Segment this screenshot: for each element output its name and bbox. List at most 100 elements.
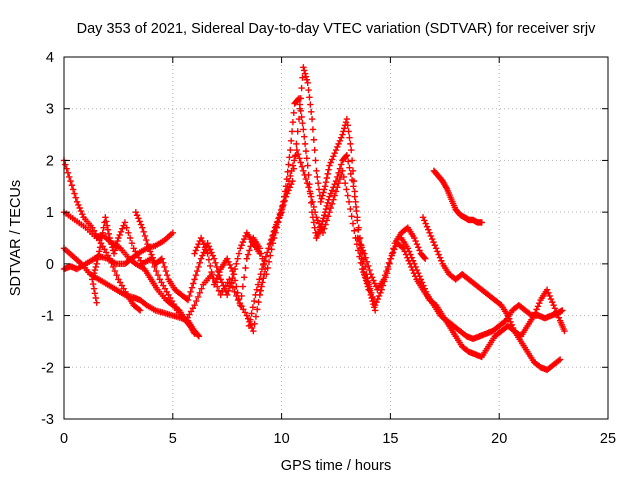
data-point-marker xyxy=(411,260,418,268)
data-point-marker xyxy=(264,249,271,256)
data-point-marker xyxy=(272,223,280,230)
data-point-marker xyxy=(361,250,368,257)
data-point-marker xyxy=(229,267,236,275)
data-point-marker xyxy=(204,250,211,257)
data-point-marker xyxy=(160,259,167,267)
data-point-marker xyxy=(288,167,295,174)
data-point-marker xyxy=(268,235,276,243)
data-point-marker xyxy=(209,252,217,259)
data-point-marker xyxy=(349,220,357,227)
data-point-marker xyxy=(238,242,245,249)
marks-layer xyxy=(60,64,568,374)
data-point-marker xyxy=(110,250,118,257)
data-point-marker xyxy=(304,79,311,87)
data-point-marker xyxy=(283,188,290,195)
grid-layer xyxy=(64,57,608,419)
data-point-marker xyxy=(92,263,99,271)
series-track-3 xyxy=(60,245,203,340)
data-point-marker xyxy=(360,268,367,276)
data-point-marker xyxy=(307,101,314,108)
data-point-marker xyxy=(339,167,346,174)
ticks-layer: 0 5 10 15 20 25 -3 -2 -1 0 1 2 3 4 xyxy=(41,50,616,447)
data-point-marker xyxy=(240,274,248,281)
data-point-marker xyxy=(243,312,250,319)
data-point-marker xyxy=(275,215,282,222)
data-point-marker xyxy=(422,288,430,295)
data-point-marker xyxy=(293,140,300,148)
data-point-marker xyxy=(92,294,99,302)
data-point-marker xyxy=(195,263,202,271)
x-tick-label: 20 xyxy=(491,431,507,447)
data-point-marker xyxy=(358,265,366,273)
data-point-marker xyxy=(136,307,144,314)
data-point-marker xyxy=(305,86,312,94)
data-point-marker xyxy=(309,198,316,205)
data-point-marker xyxy=(321,186,328,193)
data-point-marker xyxy=(103,218,110,225)
data-point-marker xyxy=(508,321,516,329)
data-point-marker xyxy=(280,198,287,205)
data-point-marker xyxy=(371,280,378,287)
data-point-marker xyxy=(355,237,363,245)
data-point-marker xyxy=(301,133,308,140)
data-point-marker xyxy=(193,244,201,251)
data-point-marker xyxy=(362,254,369,261)
data-point-marker xyxy=(366,266,373,274)
data-point-marker xyxy=(205,256,213,263)
data-point-marker xyxy=(356,253,363,260)
data-point-marker xyxy=(391,246,398,253)
data-point-marker xyxy=(304,162,311,169)
data-point-marker xyxy=(310,219,318,226)
data-point-marker xyxy=(205,243,213,250)
data-point-marker xyxy=(294,151,302,158)
data-point-marker xyxy=(342,153,350,160)
data-point-marker xyxy=(231,277,239,284)
data-point-marker xyxy=(260,261,267,269)
data-point-marker xyxy=(247,316,254,323)
data-point-marker xyxy=(302,73,310,80)
x-tick-label: 10 xyxy=(274,431,290,447)
data-point-marker xyxy=(297,107,304,114)
data-point-marker xyxy=(111,247,119,254)
data-point-marker xyxy=(504,312,512,319)
data-point-marker xyxy=(363,258,371,265)
data-point-marker xyxy=(162,267,170,275)
data-point-marker xyxy=(383,267,390,275)
data-point-marker xyxy=(309,126,317,133)
data-point-marker xyxy=(332,188,340,195)
data-point-marker xyxy=(313,214,320,221)
data-point-marker xyxy=(534,303,542,310)
data-point-marker xyxy=(398,244,406,251)
data-point-marker xyxy=(226,261,234,269)
data-point-marker xyxy=(267,239,274,247)
plot-frame xyxy=(63,56,609,420)
data-point-marker xyxy=(328,200,336,208)
data-point-marker xyxy=(195,333,203,340)
data-point-marker xyxy=(227,279,235,286)
data-point-marker xyxy=(365,262,372,270)
y-tick-label: 0 xyxy=(46,257,54,273)
data-point-marker xyxy=(153,267,160,275)
data-point-marker xyxy=(218,279,226,286)
data-point-marker xyxy=(347,205,354,213)
data-point-marker xyxy=(291,157,298,164)
data-point-marker xyxy=(163,272,171,279)
data-point-marker xyxy=(148,251,155,258)
y-tick-label: 2 xyxy=(46,153,54,169)
data-point-marker xyxy=(351,193,358,200)
data-point-marker xyxy=(301,70,309,77)
data-point-marker xyxy=(91,266,99,274)
data-point-marker xyxy=(256,276,263,283)
data-point-marker xyxy=(287,137,295,144)
data-point-marker xyxy=(247,243,254,250)
data-point-marker xyxy=(154,272,162,279)
data-point-marker xyxy=(299,74,306,81)
data-point-marker xyxy=(210,281,218,288)
data-point-marker xyxy=(277,206,285,214)
data-point-marker xyxy=(258,265,266,273)
data-point-marker xyxy=(234,255,241,262)
data-point-marker xyxy=(199,237,206,245)
data-point-marker xyxy=(76,204,83,212)
data-point-marker xyxy=(421,217,428,224)
